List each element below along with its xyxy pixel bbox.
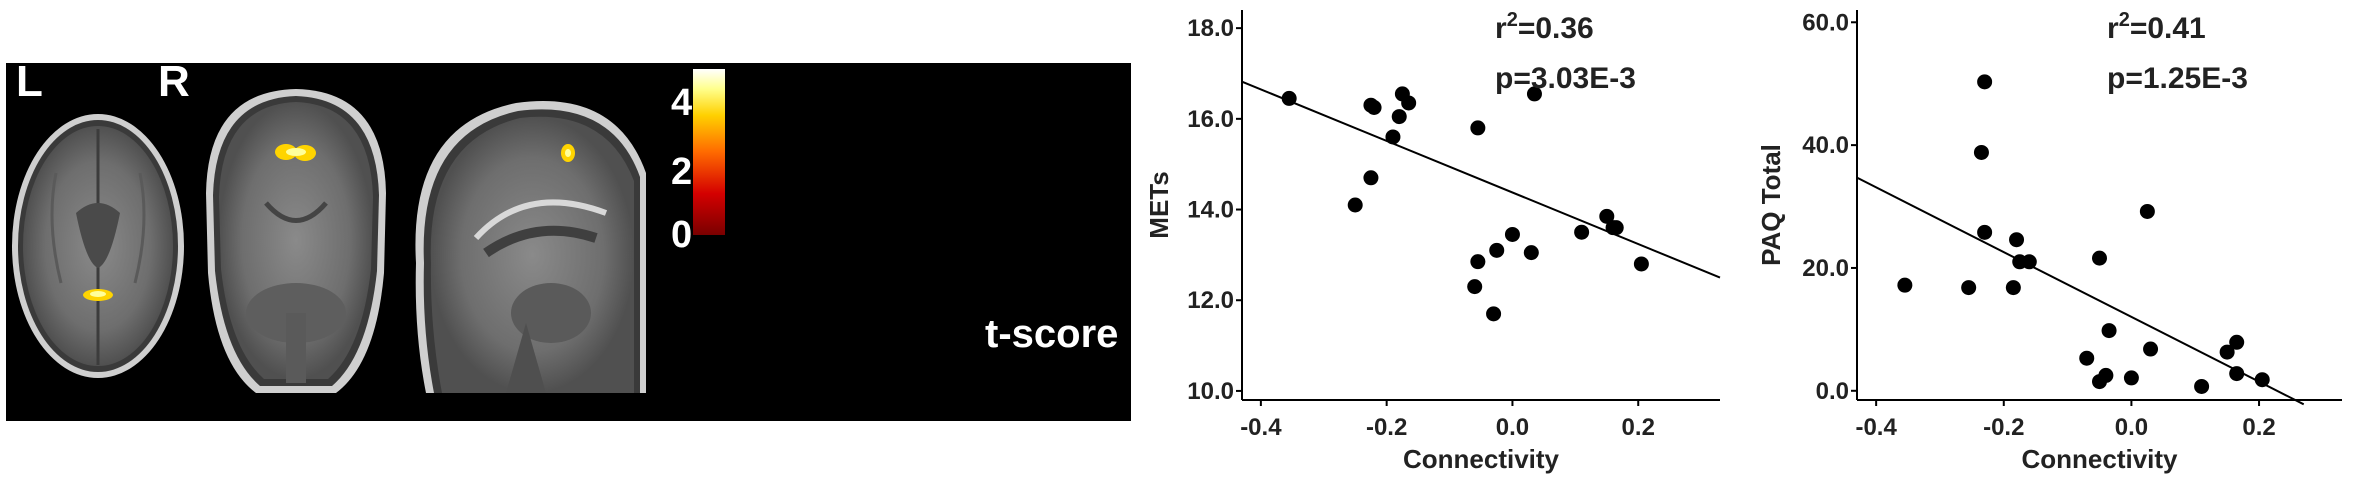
data-point (1401, 95, 1417, 111)
r-squared-r: r (1495, 12, 1507, 45)
colorbar-tick-0: 0 (671, 214, 693, 256)
data-point (1504, 226, 1520, 242)
x-tick-label: -0.2 (1366, 414, 1407, 441)
x-tick-label: 0.2 (2242, 414, 2275, 441)
y-tick-label: 18.0 (1187, 15, 1234, 42)
data-point (1977, 74, 1993, 90)
data-point (1523, 245, 1539, 261)
x-tick-label: -0.2 (1983, 414, 2024, 441)
r-squared-annotation: r2=0.41 (2107, 9, 2206, 45)
y-axis-label: METs (1144, 171, 1174, 238)
r-squared-superscript: 2 (1507, 9, 1518, 31)
right-label: R (158, 57, 190, 106)
data-point (2101, 323, 2117, 339)
data-point (2194, 378, 2210, 394)
data-point (2092, 250, 2107, 266)
x-tick-label: 0.0 (1496, 414, 1529, 441)
x-tick-label: -0.4 (1855, 414, 1897, 441)
y-axis-label: PAQ Total (1756, 144, 1786, 266)
r-squared-annotation: r2=0.36 (1495, 9, 1594, 45)
data-point (2254, 372, 2270, 388)
x-tick-label: -0.4 (1240, 414, 1282, 441)
brain-slices-image (12, 69, 725, 394)
data-point (2143, 341, 2159, 357)
axial-slice (12, 114, 184, 378)
data-point (1470, 254, 1486, 270)
colorbar (693, 69, 725, 235)
data-point (2229, 366, 2245, 382)
regression-line (1856, 176, 2305, 406)
colorbar-tick-4: 4 (671, 82, 693, 124)
p-value-annotation: p=3.03E-3 (1495, 62, 1636, 95)
y-tick-label: 16.0 (1187, 106, 1234, 133)
left-label: L (16, 57, 43, 106)
data-point (1347, 197, 1363, 213)
data-point (2098, 367, 2114, 383)
data-point (2009, 232, 2025, 248)
data-point (1605, 220, 1621, 236)
y-tick-label: 12.0 (1187, 287, 1234, 314)
data-point (1470, 120, 1486, 136)
data-point (2079, 350, 2095, 366)
data-point (1467, 279, 1483, 295)
data-point (1961, 280, 1977, 296)
paq-scatter-plot: 0.0 20.0 40.0 60.0 -0.4 -0.2 0.0 0.2 Connectivit… (1756, 9, 2342, 474)
r-squared-value: =0.36 (1518, 12, 1594, 45)
regression-line (1241, 80, 1721, 279)
colorbar-label: t-score (985, 312, 1119, 356)
data-point (2219, 344, 2235, 360)
r-squared-r: r (2107, 12, 2119, 45)
data-point (1977, 224, 1993, 240)
data-point (1366, 100, 1382, 115)
data-point (1526, 86, 1542, 102)
data-point (1391, 109, 1407, 125)
x-tick-label: 0.0 (2115, 414, 2148, 441)
data-point (1385, 129, 1401, 145)
data-point (1973, 144, 1989, 160)
r-squared-value: =0.41 (2130, 12, 2206, 45)
data-point (1363, 170, 1379, 186)
r-squared-superscript: 2 (2119, 9, 2130, 31)
y-tick-label: 40.0 (1802, 132, 1849, 159)
data-point (1489, 242, 1505, 258)
coronal-slice (206, 89, 386, 393)
colorbar-tick-2: 2 (671, 151, 693, 193)
x-axis-label: Connectivity (1403, 444, 1560, 474)
data-point (2021, 254, 2037, 270)
data-point (1574, 224, 1590, 240)
y-tick-label: 14.0 (1187, 197, 1234, 224)
data-point (1897, 277, 1913, 293)
brain-slices-panel: L R 4 2 0 (6, 57, 1131, 421)
data-point (1281, 90, 1297, 106)
data-point (1486, 306, 1502, 322)
x-axis-label: Connectivity (2021, 444, 2178, 474)
x-tick-label: 0.2 (1622, 414, 1655, 441)
data-point (2005, 280, 2021, 296)
data-point (2139, 203, 2155, 219)
data-point (2229, 334, 2245, 350)
p-value-annotation: p=1.25E-3 (2107, 62, 2248, 95)
mets-scatter-plot: 10.0 12.0 14.0 16.0 18.0 -0.4 -0.2 0.0 0.2 Connec… (1144, 9, 1721, 474)
y-tick-label: 10.0 (1187, 378, 1234, 405)
y-tick-label: 20.0 (1802, 255, 1849, 282)
y-tick-label: 60.0 (1802, 9, 1849, 36)
y-tick-label: 0.0 (1816, 378, 1849, 405)
data-point (1599, 208, 1615, 224)
data-point (1633, 256, 1649, 272)
sagittal-slice (415, 101, 646, 394)
data-point (2123, 370, 2139, 386)
